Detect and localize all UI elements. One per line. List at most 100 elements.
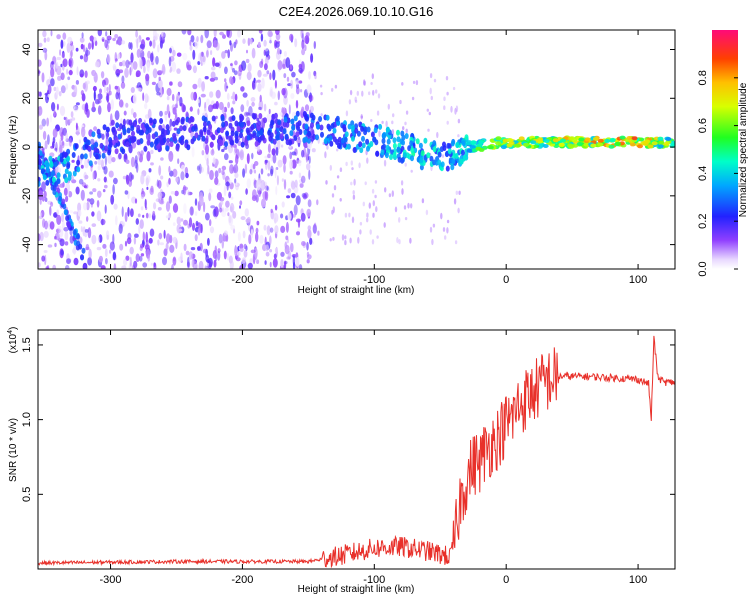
spectrogram-marks (38, 30, 675, 269)
spectrogram-cell (121, 40, 126, 45)
spectrogram-cell (224, 153, 229, 161)
spectrogram-ridge-cell (231, 115, 236, 122)
spectrogram-cell (281, 178, 284, 182)
spectrogram-ridge-cell (657, 136, 664, 141)
spectrogram-cell (196, 165, 200, 171)
spectrogram-cell (121, 220, 125, 226)
spectrogram-cell (277, 90, 280, 101)
spectrogram-ridge-cell (151, 133, 156, 140)
spectrogram-cell (98, 234, 103, 243)
spectrogram-cell (376, 110, 380, 116)
spectrogram-ridge-cell (190, 116, 195, 123)
spectrogram-cell (117, 36, 123, 46)
spectrogram-ridge-cell (543, 138, 550, 143)
spectrogram-cell (224, 81, 228, 93)
spectrogram-ridge-cell (523, 142, 529, 147)
spectrogram-ridge-cell (396, 136, 401, 143)
spectrogram-cell (260, 168, 264, 175)
spectrogram-ridge-cell (121, 148, 126, 155)
spectrogram-cell (106, 54, 111, 64)
spectrogram-cell (199, 166, 204, 173)
spectrogram-cell (265, 251, 270, 257)
spectrogram-cell (178, 256, 183, 262)
spectrogram-cell (84, 184, 89, 189)
spectrogram-cell (75, 47, 79, 52)
spectrogram-cell (160, 157, 164, 161)
spectrogram-cell (93, 126, 98, 131)
spectrogram-ridge-cell (56, 178, 61, 185)
spectrogram-cell (272, 258, 278, 268)
spectrogram-cell (204, 265, 207, 269)
spectrogram-cell (152, 210, 156, 217)
spectrogram-ridge-cell (571, 138, 578, 143)
spectrogram-ridge-cell (180, 139, 185, 146)
spectrogram-cell (260, 179, 266, 191)
spectrogram-cell (91, 40, 94, 50)
spectrogram-cell (119, 61, 123, 67)
spectrogram-ridge-cell (263, 117, 267, 124)
spectrogram-cell (158, 165, 162, 176)
spectrogram-cell (398, 217, 401, 223)
spectrogram-cell (147, 108, 152, 120)
spectrogram-cell (209, 219, 212, 227)
spectrogram-cell (286, 256, 291, 260)
spectrogram-ridge-cell (201, 135, 206, 142)
spectrogram-cell (350, 181, 353, 186)
spectrogram-cell (306, 259, 310, 264)
spectrogram-cell (108, 84, 111, 93)
spectrogram-cell (230, 63, 233, 67)
spectrogram-ridge-cell (295, 110, 300, 117)
spectrogram-ridge-cell (138, 129, 143, 136)
spectrogram-ridge-cell (165, 124, 170, 131)
spectrogram-cell (205, 144, 209, 155)
spectrogram-cell (455, 190, 458, 195)
spectrogram-cell (61, 140, 65, 149)
spectrogram-cell (313, 70, 317, 77)
spectrogram-cell (298, 80, 303, 84)
spectrogram-cell (363, 79, 366, 86)
spectrogram-cell (134, 155, 138, 164)
spectrogram-cell (56, 56, 62, 61)
spectrogram-ridge-cell (665, 137, 672, 141)
spectrogram-cell (203, 107, 208, 118)
spectrogram-cell (377, 93, 381, 99)
spectrogram-cell (436, 131, 439, 139)
spectrogram-cell (295, 218, 301, 223)
spectrogram-cell (66, 68, 69, 75)
spectrogram-cell (172, 222, 176, 227)
spectrogram-ridge-cell (199, 129, 204, 136)
spectrogram-cell (289, 151, 293, 160)
spectrogram-cell (68, 59, 72, 65)
spectrogram-cell (374, 180, 378, 184)
spectrogram-ridge-cell (66, 163, 71, 170)
spectrogram-cell (192, 222, 195, 231)
spectrogram-cell (206, 259, 211, 263)
spectrogram-ridge-cell (234, 120, 239, 127)
spectrogram-ridge-cell (389, 154, 393, 160)
spectrogram-ridge-cell (419, 164, 424, 171)
spectrogram-cell (54, 147, 58, 151)
spectrogram-ridge-cell (102, 124, 107, 131)
spectrogram-cell (375, 89, 378, 94)
spectrogram-ridge-cell (38, 159, 42, 166)
spectrogram-ridge-cell (291, 124, 296, 131)
spectrogram-cell (444, 235, 447, 240)
spectrogram-cell (251, 101, 255, 107)
spectrogram-cell (251, 152, 254, 160)
spectrogram-cell (309, 105, 314, 113)
spectrogram-cell (285, 221, 289, 233)
spectrogram-cell (55, 141, 58, 153)
spectrogram-cell (457, 207, 460, 214)
spectrogram-cell (306, 251, 310, 257)
spectrogram-cell (271, 148, 276, 156)
spectrogram-cell (43, 190, 47, 198)
spectrogram-cell (394, 206, 398, 213)
spectrogram-frame (37, 29, 676, 270)
spectrogram-cell (81, 93, 86, 102)
spectrogram-ridge-cell (352, 147, 357, 153)
spectrogram-cell (258, 106, 262, 110)
spectrogram-cell (73, 246, 76, 255)
spectrogram-cell (199, 195, 204, 207)
spectrogram-cell (129, 256, 132, 267)
spectrogram-cell (253, 169, 257, 174)
